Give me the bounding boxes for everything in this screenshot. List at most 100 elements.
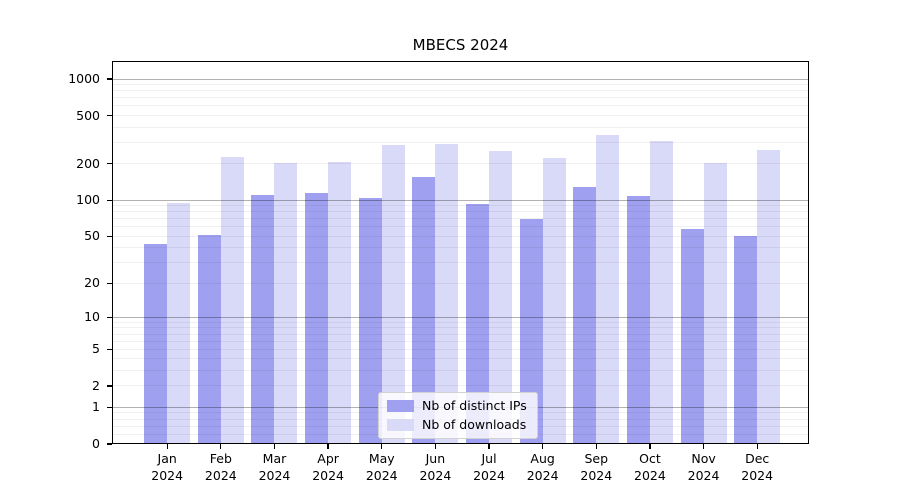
bar-downloads bbox=[435, 144, 459, 444]
x-tick-mark bbox=[488, 444, 490, 449]
minor-gridline-y bbox=[112, 235, 809, 237]
legend-swatch-downloads-icon bbox=[387, 418, 414, 431]
legend-item-distinct-ips: Nb of distinct IPs bbox=[387, 398, 527, 413]
bar-downloads bbox=[542, 158, 566, 444]
y-tick-mark bbox=[107, 406, 112, 409]
minor-gridline-y bbox=[112, 205, 809, 207]
y-tick-label: 5 bbox=[92, 341, 100, 357]
bar-distinct-ips bbox=[573, 187, 597, 444]
minor-gridline-y bbox=[112, 141, 809, 143]
x-tick-mark bbox=[381, 444, 383, 449]
y-tick-mark bbox=[107, 316, 112, 318]
x-tick-mark bbox=[166, 444, 168, 449]
minor-gridline-y bbox=[112, 340, 809, 342]
x-tick-mark bbox=[273, 444, 276, 449]
minor-gridline-y bbox=[112, 218, 809, 220]
legend: Nb of distinct IPs Nb of downloads bbox=[378, 392, 538, 439]
bar-distinct-ips bbox=[197, 235, 221, 444]
y-tick-label: 100 bbox=[76, 192, 100, 208]
x-tick-label: Jun 2024 bbox=[419, 451, 452, 483]
y-tick-label: 50 bbox=[84, 228, 100, 244]
y-tick-mark bbox=[107, 443, 112, 445]
minor-gridline-y bbox=[112, 282, 809, 284]
x-tick-mark bbox=[434, 444, 437, 449]
chart-title: MBECS 2024 bbox=[412, 36, 509, 54]
y-tick-mark bbox=[107, 78, 112, 80]
bar-downloads bbox=[274, 162, 298, 444]
y-tick-mark bbox=[107, 163, 112, 165]
y-tick-mark bbox=[107, 348, 112, 350]
x-tick-mark bbox=[756, 444, 758, 449]
minor-gridline-y bbox=[112, 211, 809, 213]
legend-label-distinct-ips: Nb of distinct IPs bbox=[422, 398, 527, 413]
bar-downloads bbox=[489, 151, 513, 444]
y-tick-label: 2 bbox=[92, 377, 100, 393]
bar-distinct-ips bbox=[519, 218, 543, 444]
legend-item-downloads: Nb of downloads bbox=[387, 417, 527, 432]
y-tick-label: 500 bbox=[76, 107, 100, 123]
bar-distinct-ips bbox=[144, 244, 168, 444]
bar-distinct-ips bbox=[466, 203, 490, 444]
minor-gridline-y bbox=[112, 247, 809, 249]
major-gridline-y bbox=[112, 316, 809, 318]
minor-gridline-y bbox=[112, 385, 809, 387]
bar-downloads bbox=[596, 135, 620, 444]
y-tick-label: 0 bbox=[92, 436, 100, 451]
y-tick-label: 1 bbox=[92, 399, 100, 415]
minor-gridline-y bbox=[112, 163, 809, 165]
bar-distinct-ips bbox=[251, 195, 275, 444]
x-tick-mark bbox=[702, 444, 705, 449]
minor-gridline-y bbox=[112, 370, 809, 372]
bar-distinct-ips bbox=[734, 236, 758, 444]
minor-gridline-y bbox=[112, 262, 809, 264]
minor-gridline-y bbox=[112, 105, 809, 107]
x-tick-mark bbox=[595, 444, 597, 449]
x-tick-label: Mar 2024 bbox=[258, 451, 291, 483]
y-tick-mark bbox=[107, 235, 112, 237]
y-tick-mark bbox=[107, 282, 112, 284]
bar-downloads bbox=[328, 161, 352, 444]
major-gridline-y bbox=[112, 78, 809, 80]
x-tick-label: Sep 2024 bbox=[580, 451, 613, 483]
x-tick-mark bbox=[542, 444, 544, 449]
minor-gridline-y bbox=[112, 333, 809, 335]
bar-distinct-ips bbox=[358, 197, 382, 444]
bar-downloads bbox=[381, 145, 405, 444]
y-tick-mark bbox=[107, 199, 112, 201]
x-tick-mark bbox=[649, 444, 651, 449]
bar-downloads bbox=[167, 202, 191, 444]
bar-distinct-ips bbox=[305, 192, 329, 444]
y-tick-mark bbox=[107, 114, 112, 117]
x-tick-label: Nov 2024 bbox=[687, 451, 720, 483]
bar-distinct-ips bbox=[412, 177, 436, 444]
bar-distinct-ips bbox=[680, 228, 704, 444]
y-tick-label: 20 bbox=[84, 275, 100, 291]
minor-gridline-y bbox=[112, 358, 809, 360]
x-tick-label: Feb 2024 bbox=[204, 451, 237, 483]
major-gridline-y bbox=[112, 199, 809, 201]
x-tick-mark bbox=[220, 444, 222, 449]
y-tick-mark bbox=[107, 385, 112, 387]
minor-gridline-y bbox=[112, 321, 809, 323]
legend-swatch-distinct-ips-icon bbox=[387, 399, 414, 412]
x-tick-label: Oct 2024 bbox=[634, 451, 666, 483]
bar-downloads bbox=[220, 157, 244, 444]
y-tick-label: 10 bbox=[84, 309, 100, 325]
minor-gridline-y bbox=[112, 84, 809, 86]
x-tick-mark bbox=[327, 444, 329, 449]
bar-downloads bbox=[649, 140, 673, 444]
legend-label-downloads: Nb of downloads bbox=[422, 417, 527, 432]
x-tick-label: Jul 2024 bbox=[473, 451, 505, 483]
x-tick-label: Jan 2024 bbox=[151, 451, 184, 483]
minor-gridline-y bbox=[112, 348, 809, 350]
minor-gridline-y bbox=[112, 126, 809, 128]
x-tick-label: Dec 2024 bbox=[741, 451, 774, 483]
bar-downloads bbox=[703, 162, 727, 444]
x-tick-label: Aug 2024 bbox=[526, 451, 559, 483]
x-tick-label: May 2024 bbox=[365, 451, 398, 483]
bar-distinct-ips bbox=[626, 195, 650, 444]
y-tick-label: 200 bbox=[76, 155, 100, 171]
y-tick-label: 1000 bbox=[68, 71, 100, 86]
minor-gridline-y bbox=[112, 327, 809, 329]
